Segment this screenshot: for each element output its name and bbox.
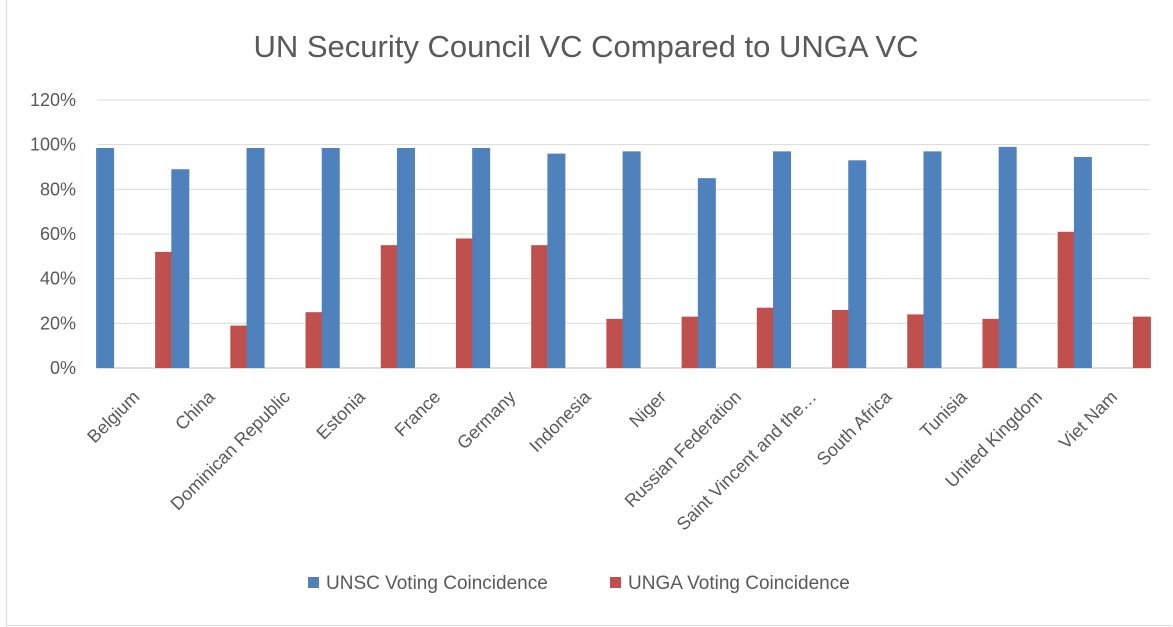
bar-unga — [455, 238, 474, 368]
x-tick-label: Indonesia — [525, 386, 595, 456]
bar-unsc — [96, 148, 115, 368]
bar-unsc — [998, 146, 1017, 368]
bar-unga — [606, 318, 625, 368]
legend-label: UNSC Voting Coincidence — [326, 573, 548, 594]
legend-swatch — [610, 577, 621, 588]
bar-unga — [531, 245, 550, 368]
bar-unga — [1057, 231, 1076, 368]
chart-title: UN Security Council VC Compared to UNGA … — [253, 29, 918, 64]
x-tick-label: Estonia — [312, 386, 369, 443]
bar-unga — [155, 251, 174, 368]
bars — [96, 146, 1151, 368]
bar-unga — [1132, 316, 1151, 368]
bar-unga — [756, 307, 775, 368]
bar-unsc — [472, 148, 491, 368]
x-tick-label: South Africa — [813, 386, 896, 469]
y-tick-label: 120% — [30, 90, 76, 110]
y-tick-label: 100% — [30, 135, 76, 155]
bar-unga — [832, 309, 851, 368]
y-axis-ticks: 0% 20% 40% 60% 80% 100% 120% — [30, 90, 76, 378]
bar-unsc — [321, 148, 340, 368]
x-tick-label: Tunisia — [916, 386, 971, 441]
x-tick-label: Niger — [625, 387, 670, 432]
bar-unga — [305, 312, 324, 368]
bar-unsc — [697, 178, 716, 368]
x-tick-label: Belgium — [83, 387, 143, 447]
bar-unsc — [848, 160, 867, 368]
chart-frame — [6, 0, 1172, 626]
bar-unsc — [396, 148, 415, 368]
legend-swatch — [308, 577, 319, 588]
bar-unga — [230, 325, 249, 368]
bar-unsc — [923, 151, 942, 368]
x-tick-label: China — [171, 386, 219, 434]
bar-unga — [907, 314, 926, 368]
bar-unsc — [773, 151, 792, 368]
y-tick-label: 20% — [40, 313, 76, 333]
y-tick-label: 40% — [40, 269, 76, 289]
y-tick-label: 0% — [50, 358, 76, 378]
bar-unga — [380, 245, 399, 368]
y-tick-label: 60% — [40, 224, 76, 244]
y-tick-label: 80% — [40, 179, 76, 199]
bar-unga — [681, 316, 700, 368]
bar-unga — [982, 318, 1001, 368]
x-tick-label: Germany — [453, 387, 519, 453]
x-tick-label: Saint Vincent and the… — [673, 387, 821, 535]
bar-unsc — [171, 169, 190, 368]
bar-unsc — [622, 151, 641, 368]
bar-unsc — [547, 153, 566, 368]
legend: UNSC Voting Coincidence UNGA Voting Coinc… — [308, 573, 850, 594]
legend-label: UNGA Voting Coincidence — [628, 573, 850, 594]
bar-unsc — [246, 148, 265, 368]
x-tick-label: Viet Nam — [1055, 387, 1121, 453]
x-tick-label: France — [391, 387, 445, 441]
bar-unsc — [1073, 156, 1092, 368]
